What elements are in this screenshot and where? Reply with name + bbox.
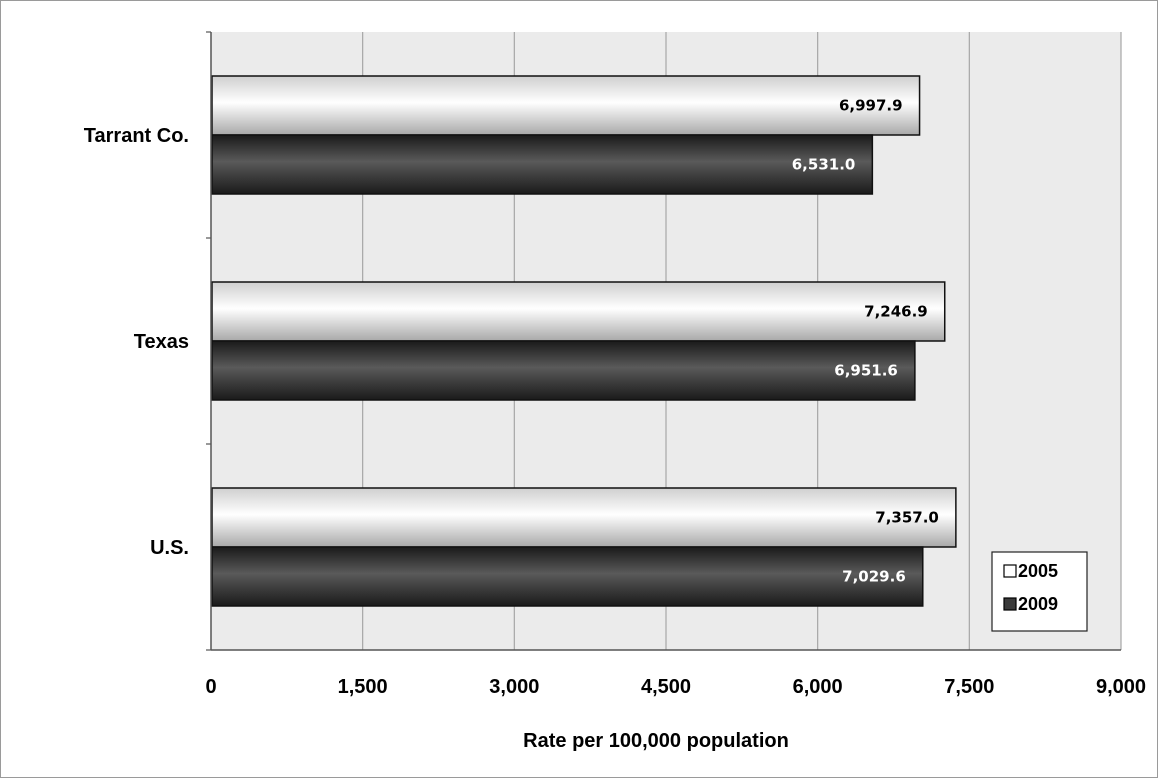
- data-label-2009-2: 6,951.6: [834, 362, 898, 380]
- x-tick-label: 3,000: [489, 676, 539, 698]
- bars: 6,997.9 6,531.0 7,246.9 6,951.6 7,357.0 7,029…: [211, 75, 957, 607]
- bar-2009-2: [211, 340, 916, 401]
- bar-2009-1: [211, 134, 874, 195]
- data-label-2009-1: 6,531.0: [792, 156, 856, 174]
- data-label-2005-3: 7,357.0: [875, 509, 939, 527]
- x-tick-label: 6,000: [793, 676, 843, 698]
- category-label: U.S.: [150, 537, 189, 559]
- x-tick-label: 7,500: [944, 676, 994, 698]
- axes: [206, 31, 1121, 651]
- x-tick-label: 4,500: [641, 676, 691, 698]
- category-labels: Tarrant Co. Texas U.S.: [84, 125, 189, 559]
- x-tick-label: 0: [205, 676, 216, 698]
- data-label-2009-3: 7,029.6: [842, 568, 906, 586]
- x-tick-label: 9,000: [1096, 676, 1146, 698]
- data-label-2005-1: 6,997.9: [839, 97, 903, 115]
- category-label: Tarrant Co.: [84, 125, 189, 147]
- legend-label-2005: 2005: [1018, 561, 1058, 581]
- x-tick-label: 1,500: [338, 676, 388, 698]
- bar-2005-1: [211, 75, 921, 136]
- bar-2009-3: [211, 546, 924, 607]
- category-label: Texas: [134, 331, 189, 353]
- bar-2005-3: [211, 487, 957, 548]
- data-label-2005-2: 7,246.9: [864, 303, 928, 321]
- legend: 2005 2009: [991, 551, 1088, 632]
- x-axis-title: Rate per 100,000 population: [523, 730, 789, 752]
- legend-swatch-2005: [1003, 564, 1017, 578]
- bar-2005-2: [211, 281, 946, 342]
- x-tick-labels: 0 1,500 3,000 4,500 6,000 7,500 9,000: [205, 676, 1146, 698]
- legend-label-2009: 2009: [1018, 594, 1058, 614]
- legend-swatch-2009: [1003, 597, 1017, 611]
